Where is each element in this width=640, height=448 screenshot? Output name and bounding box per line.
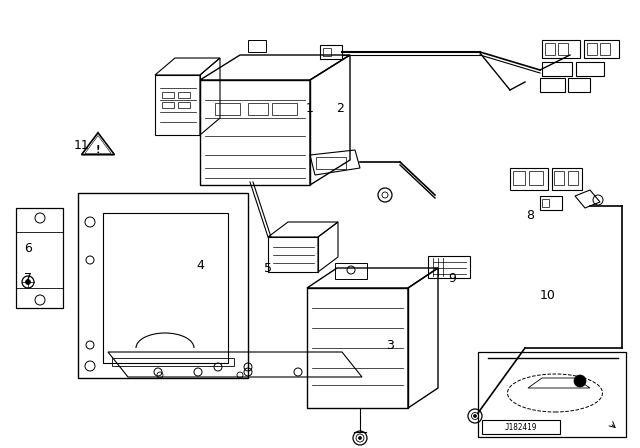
Text: 7: 7	[24, 271, 32, 284]
Text: 10: 10	[540, 289, 556, 302]
Bar	[513, 171, 525, 185]
Circle shape	[574, 375, 586, 387]
Bar	[320, 45, 342, 59]
Text: 8: 8	[526, 208, 534, 221]
Bar	[162, 92, 174, 98]
Bar	[584, 40, 619, 58]
Text: 1: 1	[306, 102, 314, 115]
Text: 2: 2	[336, 102, 344, 115]
Bar	[248, 40, 266, 52]
Bar	[558, 43, 568, 55]
Bar	[178, 92, 190, 98]
Bar	[478, 352, 626, 437]
Text: 9: 9	[448, 271, 456, 284]
Bar	[428, 256, 470, 278]
Circle shape	[474, 414, 477, 418]
Circle shape	[26, 280, 31, 284]
Bar	[215, 103, 240, 115]
Bar	[587, 43, 597, 55]
Bar	[323, 48, 331, 56]
Bar	[542, 62, 572, 76]
Bar	[552, 168, 582, 190]
Bar	[540, 196, 562, 210]
Bar	[272, 103, 297, 115]
Bar	[248, 103, 268, 115]
Text: 3: 3	[386, 339, 394, 352]
Text: 5: 5	[264, 262, 272, 275]
Bar	[178, 102, 190, 108]
Bar	[510, 168, 548, 190]
Text: 4: 4	[196, 258, 204, 271]
Bar	[568, 171, 578, 185]
Bar	[335, 263, 367, 279]
Text: J182419: J182419	[505, 422, 537, 431]
Bar	[112, 358, 234, 366]
Bar	[316, 157, 346, 169]
Bar	[545, 43, 555, 55]
Bar	[542, 199, 549, 207]
Text: 11: 11	[74, 138, 90, 151]
Text: 6: 6	[24, 241, 32, 254]
Bar	[568, 78, 590, 92]
Circle shape	[358, 436, 362, 439]
Text: !: !	[96, 145, 100, 155]
Bar	[540, 78, 565, 92]
Bar	[600, 43, 610, 55]
Bar	[554, 171, 564, 185]
Bar	[482, 420, 560, 434]
Bar	[542, 40, 580, 58]
Bar	[162, 102, 174, 108]
Bar	[529, 171, 543, 185]
Bar	[576, 62, 604, 76]
